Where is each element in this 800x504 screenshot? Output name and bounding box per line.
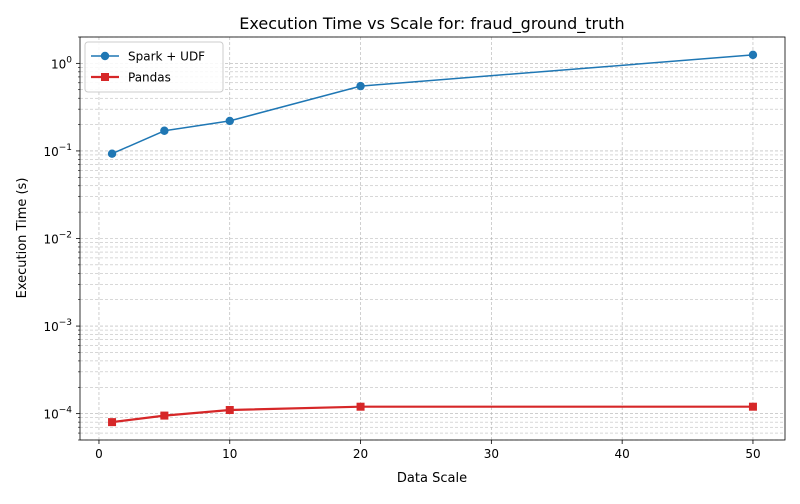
x-tick-label: 10 [222,447,237,461]
data-point [160,411,169,420]
legend: Spark + UDF Pandas [84,41,224,93]
data-point [225,116,234,126]
x-tick-label: 40 [615,447,630,461]
series-pandas [108,402,757,427]
data-point [160,126,169,135]
legend-marker [100,51,110,61]
x-tick-label: 30 [484,447,499,461]
x-axis: 0 10 20 30 40 50 [95,440,761,461]
y-axis-label: Execution Time (s) [15,178,30,299]
series-spark-udf [107,50,758,158]
data-point [748,402,757,411]
data-point [108,418,117,427]
data-point [356,81,365,91]
legend-label: Pandas [128,71,171,85]
legend-label: Spark + UDF [128,50,205,64]
x-axis-label: Data Scale [397,471,467,486]
chart-title: Execution Time vs Scale for: fraud_groun… [239,14,624,34]
y-tick-label: 10−4 [43,406,72,422]
y-tick-label: 10−1 [43,143,72,159]
x-tick-label: 0 [95,447,103,461]
y-tick-label: 100 [51,55,72,71]
data-point [748,50,758,60]
y-tick-label: 10−3 [43,318,72,334]
legend-item: Spark + UDF [91,50,205,64]
y-axis: 10−4 10−3 10−2 10−1 100 [43,36,80,441]
x-tick-label: 20 [353,447,368,461]
data-point [225,406,234,415]
data-point [356,402,365,411]
data-point [107,149,117,158]
series-layer [107,50,758,427]
x-tick-label: 50 [745,447,760,461]
legend-item: Pandas [91,71,171,85]
y-tick-label: 10−2 [43,231,72,247]
legend-box [84,41,224,93]
legend-marker [101,73,109,81]
